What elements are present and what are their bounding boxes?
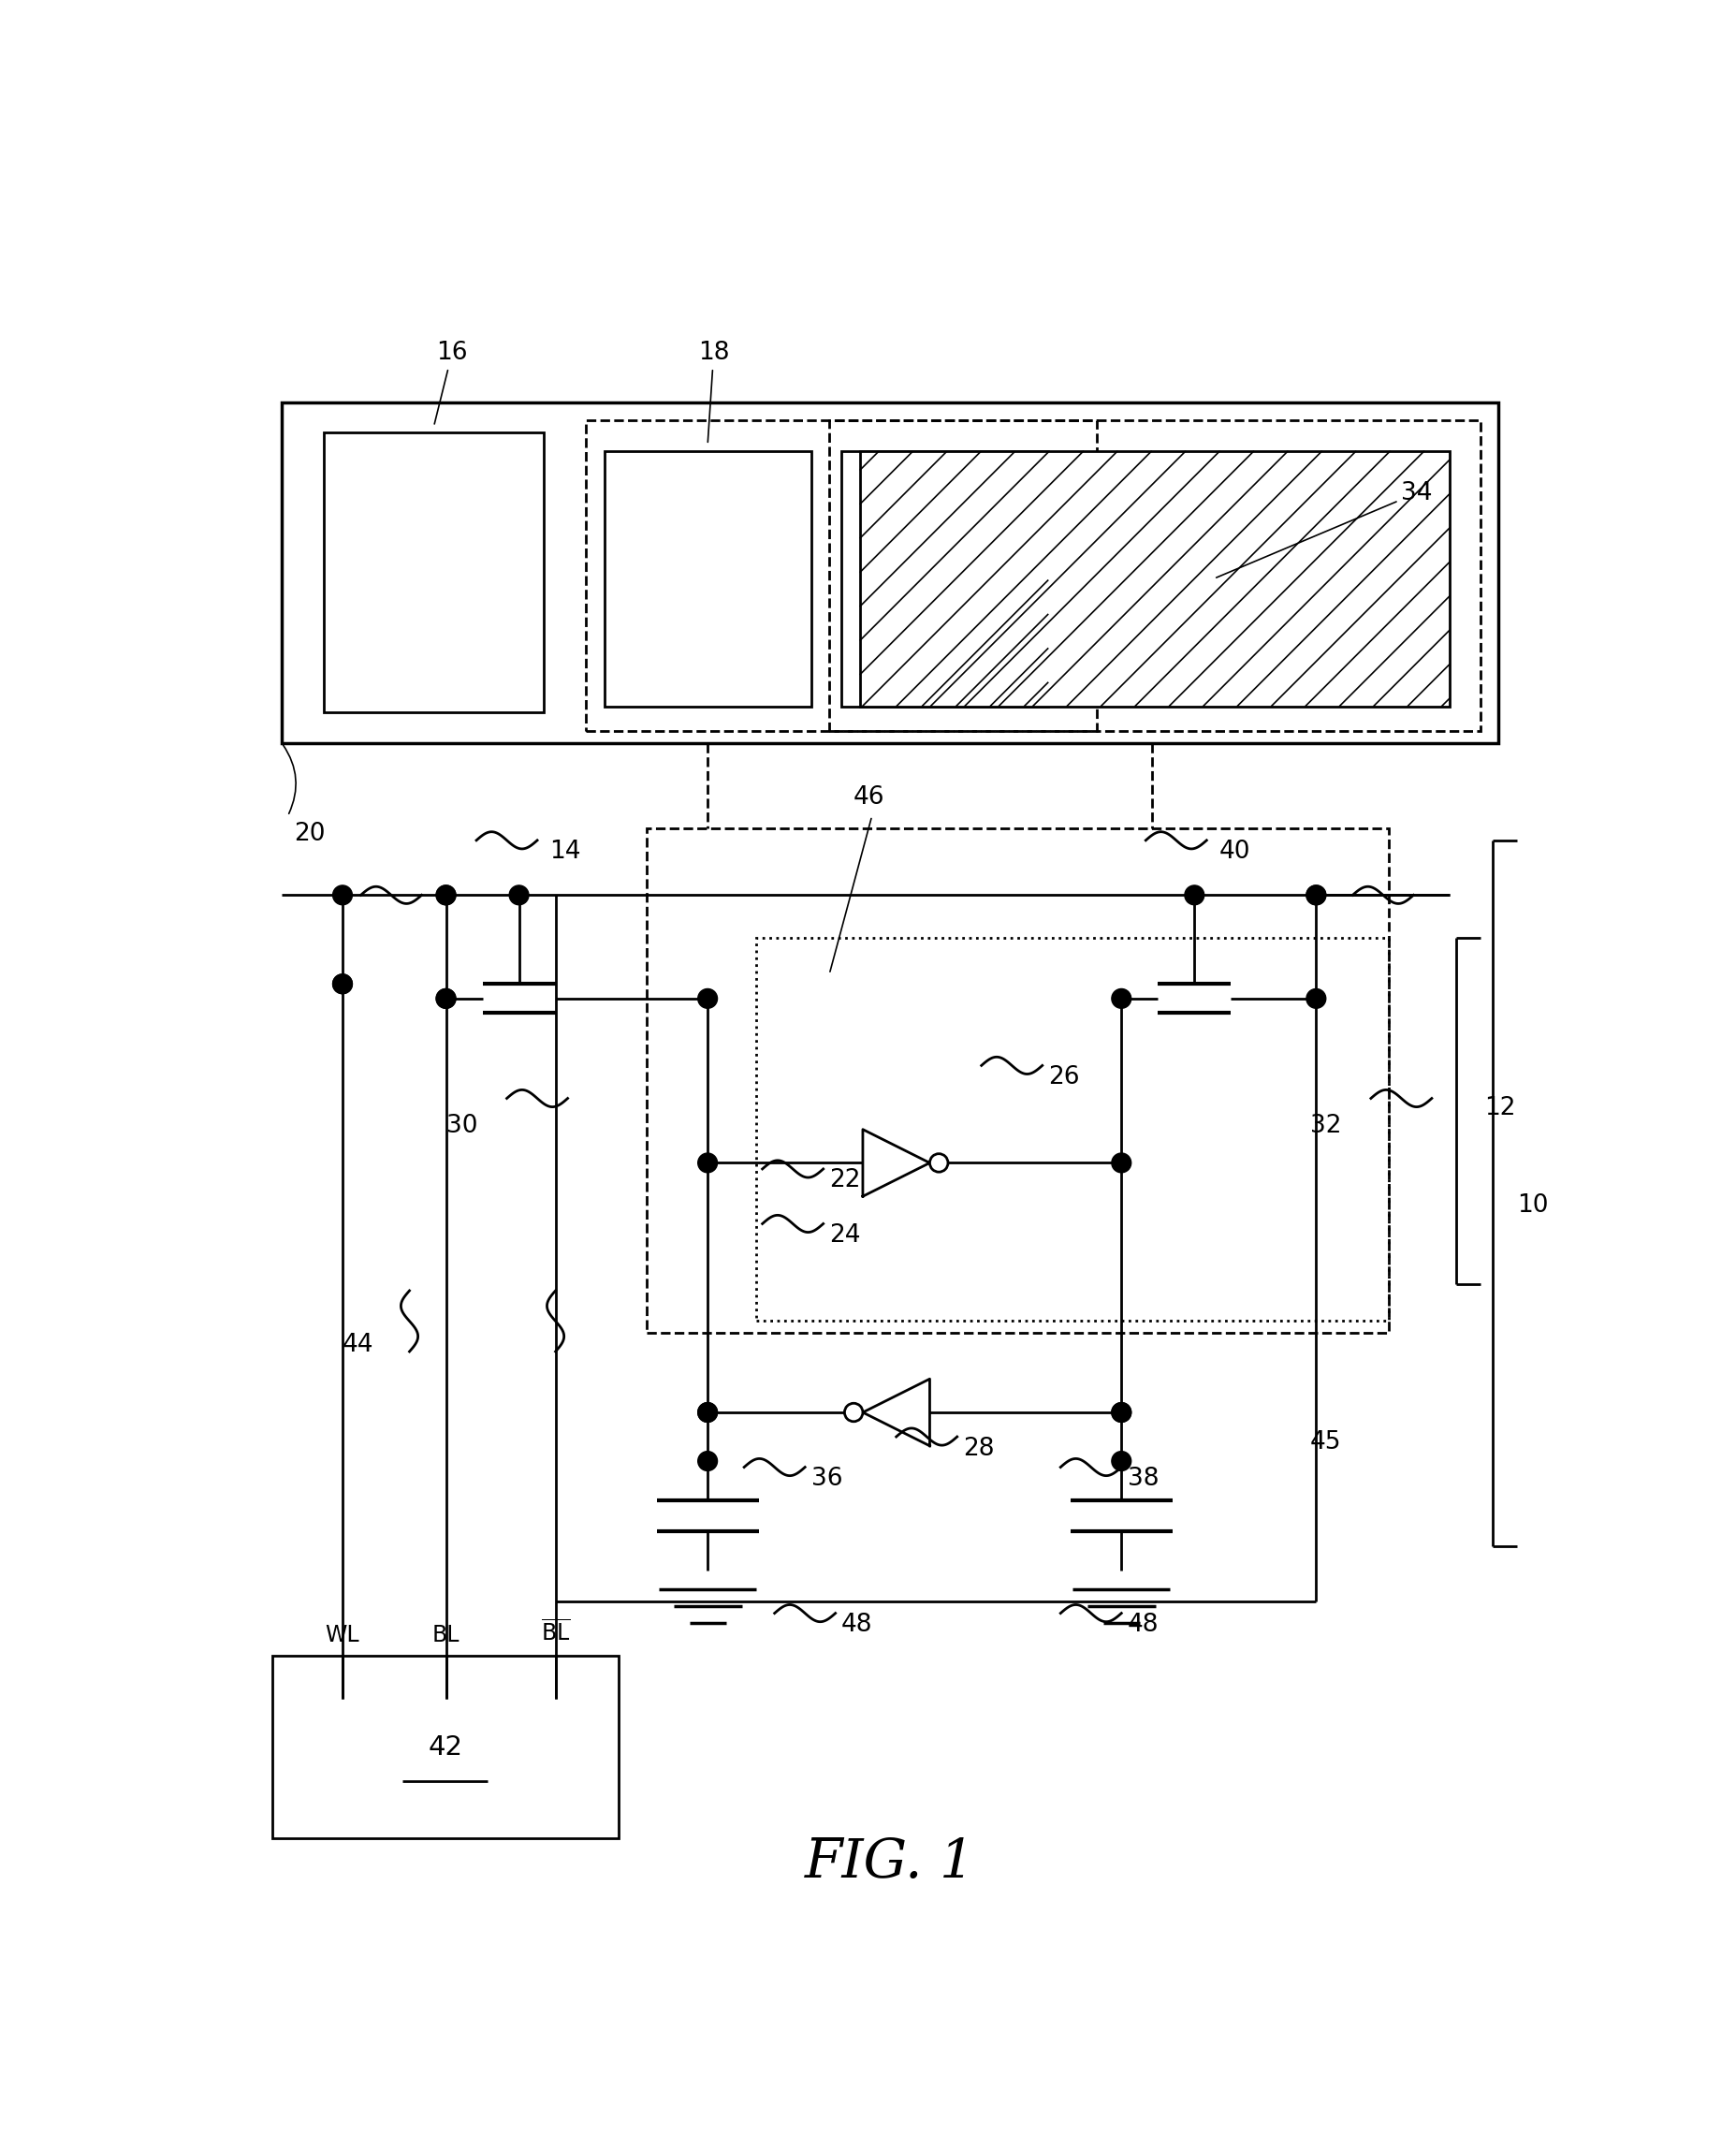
Circle shape	[1111, 1152, 1130, 1172]
Text: 48: 48	[1127, 1613, 1158, 1637]
Text: 28: 28	[963, 1436, 995, 1460]
Circle shape	[929, 1154, 948, 1172]
Bar	[585, 420, 1097, 730]
Bar	[840, 450, 1049, 706]
Text: 48: 48	[840, 1613, 873, 1637]
Bar	[273, 1656, 618, 1837]
Text: 44: 44	[342, 1334, 373, 1357]
Bar	[755, 937, 1389, 1321]
Circle shape	[333, 975, 352, 994]
Circle shape	[698, 1402, 717, 1421]
Circle shape	[698, 1152, 717, 1172]
Bar	[281, 401, 1498, 743]
Text: 16: 16	[434, 341, 467, 425]
Circle shape	[436, 988, 455, 1007]
Text: $\overline{\mathrm{BL}}$: $\overline{\mathrm{BL}}$	[540, 1620, 569, 1645]
Bar	[604, 450, 811, 706]
Circle shape	[698, 988, 717, 1007]
Text: 24: 24	[828, 1223, 861, 1248]
Text: 34: 34	[1215, 480, 1432, 578]
Circle shape	[333, 886, 352, 905]
Text: 46: 46	[852, 785, 885, 809]
Bar	[859, 450, 1450, 706]
Text: 20: 20	[293, 822, 325, 845]
Circle shape	[1111, 1451, 1130, 1470]
Circle shape	[509, 886, 528, 905]
Circle shape	[698, 1402, 717, 1421]
Text: FIG. 1: FIG. 1	[804, 1837, 976, 1889]
Bar	[828, 420, 1479, 730]
Text: 42: 42	[427, 1735, 462, 1761]
Circle shape	[436, 988, 455, 1007]
Circle shape	[1111, 1402, 1130, 1421]
Circle shape	[1305, 988, 1325, 1007]
Text: 26: 26	[1049, 1065, 1080, 1088]
Circle shape	[1305, 886, 1325, 905]
Text: 12: 12	[1483, 1097, 1514, 1120]
Circle shape	[1111, 1402, 1130, 1421]
Circle shape	[333, 975, 352, 994]
Text: 10: 10	[1516, 1193, 1547, 1219]
Text: 38: 38	[1127, 1466, 1158, 1492]
Circle shape	[1305, 886, 1325, 905]
Text: BL: BL	[432, 1624, 460, 1645]
Circle shape	[436, 886, 455, 905]
Text: 36: 36	[811, 1466, 842, 1492]
Circle shape	[698, 1451, 717, 1470]
Bar	[325, 433, 543, 713]
Circle shape	[1184, 886, 1203, 905]
Circle shape	[844, 1404, 863, 1421]
Text: WL: WL	[325, 1624, 359, 1645]
Text: 14: 14	[549, 841, 580, 864]
Circle shape	[436, 886, 455, 905]
Text: 32: 32	[1309, 1114, 1340, 1137]
Bar	[646, 828, 1389, 1334]
Circle shape	[1111, 988, 1130, 1007]
Text: 18: 18	[698, 341, 729, 442]
Text: 22: 22	[828, 1169, 861, 1193]
Text: 40: 40	[1219, 841, 1250, 864]
Text: 45: 45	[1309, 1430, 1340, 1455]
Text: 30: 30	[446, 1114, 477, 1137]
